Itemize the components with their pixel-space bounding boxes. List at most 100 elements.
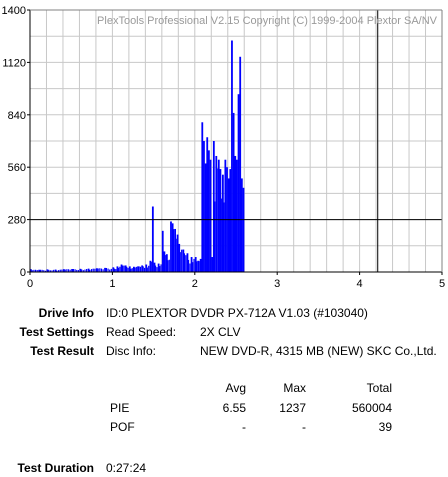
chart-bar xyxy=(193,258,195,272)
x-tick-label: 1 xyxy=(109,278,115,290)
x-tick-label: 5 xyxy=(439,278,445,290)
chart-bar xyxy=(44,270,47,272)
chart-reference-lines xyxy=(30,10,442,272)
chart-bar xyxy=(115,269,117,272)
x-tick-label: 3 xyxy=(274,278,280,290)
disc-info-value: NEW DVD-R, 4315 MB (NEW) SKC Co.,Ltd. xyxy=(200,344,437,358)
chart-bar xyxy=(87,268,90,272)
chart-bar xyxy=(67,269,70,272)
chart-bar xyxy=(110,268,112,272)
chart-bar xyxy=(221,174,224,272)
chart-bar xyxy=(71,269,73,272)
chart-bar xyxy=(219,169,222,272)
chart-bar xyxy=(76,269,78,272)
pie-chart: 0 280 560 840 1120 1400 0 1 2 3 4 5 PlexTools Profe… xyxy=(2,5,446,290)
chart-bar xyxy=(174,228,176,272)
stats-row-avg: 6.55 xyxy=(222,401,246,415)
chart-bar xyxy=(186,253,189,272)
chart-bar xyxy=(99,268,101,272)
chart-bar xyxy=(150,261,152,272)
chart-bar xyxy=(48,269,50,272)
y-tick-label: 560 xyxy=(8,162,26,174)
chart-bar xyxy=(160,264,162,272)
stats-header-total: Total xyxy=(366,381,392,395)
chart-bar xyxy=(153,262,156,272)
chart-bar xyxy=(41,269,43,272)
chart-bar xyxy=(224,159,227,272)
chart-bar xyxy=(215,155,218,272)
chart-bar xyxy=(128,266,131,272)
chart-bar xyxy=(182,249,185,272)
chart-bar xyxy=(90,269,93,272)
chart-bar xyxy=(36,269,38,272)
x-tick-label: 0 xyxy=(27,278,33,290)
chart-bar xyxy=(120,264,123,272)
chart-bar xyxy=(146,267,148,272)
chart-bar xyxy=(203,141,205,272)
chart-bar xyxy=(161,230,164,272)
chart-bar xyxy=(176,234,179,272)
test-settings-label: Test Settings xyxy=(19,325,94,339)
chart-bar xyxy=(138,266,140,272)
chart-bar xyxy=(217,159,220,272)
chart-bar xyxy=(232,112,235,272)
chart-bar xyxy=(214,201,216,272)
chart-bar xyxy=(189,263,191,272)
chart-bar xyxy=(92,268,94,272)
chart-bar xyxy=(190,257,193,272)
chart-bar xyxy=(119,266,121,272)
chart-bar xyxy=(237,94,240,272)
chart-bar xyxy=(142,266,144,272)
chart-bar xyxy=(53,269,55,272)
chart-bar xyxy=(151,206,154,272)
x-tick-label: 2 xyxy=(192,278,198,290)
chart-bar xyxy=(59,269,61,272)
chart-bar xyxy=(46,269,49,272)
test-duration-value: 0:27:24 xyxy=(106,461,147,475)
test-result-label: Test Result xyxy=(30,344,94,358)
chart-bar xyxy=(102,269,104,272)
chart-bar xyxy=(178,243,181,272)
chart-bar xyxy=(54,269,57,272)
chart-bar xyxy=(194,257,197,272)
chart-bar xyxy=(168,259,170,272)
test-duration-label: Test Duration xyxy=(17,461,94,475)
y-tick-label: 1400 xyxy=(2,5,26,17)
chart-bar xyxy=(135,266,137,272)
chart-bar xyxy=(209,159,212,272)
chart-bar xyxy=(145,264,148,272)
chart-bar xyxy=(141,265,144,272)
chart-bar xyxy=(31,270,33,272)
chart-bar xyxy=(212,141,215,272)
chart-bar xyxy=(33,269,35,272)
chart-bar xyxy=(43,270,45,272)
chart-bar xyxy=(172,229,175,272)
chart-bar xyxy=(197,260,200,272)
chart-bar xyxy=(163,251,166,272)
chart-bar xyxy=(30,269,32,272)
chart-bar xyxy=(109,269,111,272)
chart-bar xyxy=(77,270,79,272)
drive-info-value: ID:0 PLEXTOR DVDR PX-712A V1.03 (#103040… xyxy=(106,306,368,320)
x-tick-label: 4 xyxy=(357,278,363,290)
chart-bar xyxy=(58,270,60,272)
stats-row-total: 39 xyxy=(378,420,392,434)
y-tick-label: 1120 xyxy=(2,57,26,69)
chart-bar xyxy=(185,255,187,272)
chart-bar xyxy=(139,266,142,272)
chart-bar xyxy=(137,266,139,272)
chart-bar xyxy=(234,155,237,272)
chart-bar xyxy=(143,267,146,272)
chart-bar xyxy=(34,269,37,272)
chart-bar xyxy=(124,265,127,272)
chart-bar xyxy=(130,268,132,272)
chart-bar xyxy=(100,268,103,272)
stats-header-max: Max xyxy=(283,381,306,395)
chart-bar xyxy=(49,270,51,272)
chart-bar xyxy=(74,269,76,272)
chart-bar xyxy=(95,268,98,272)
y-tick-label: 280 xyxy=(8,215,26,227)
chart-bar xyxy=(112,267,115,272)
chart-bar xyxy=(64,269,66,272)
chart-bar xyxy=(149,260,152,272)
